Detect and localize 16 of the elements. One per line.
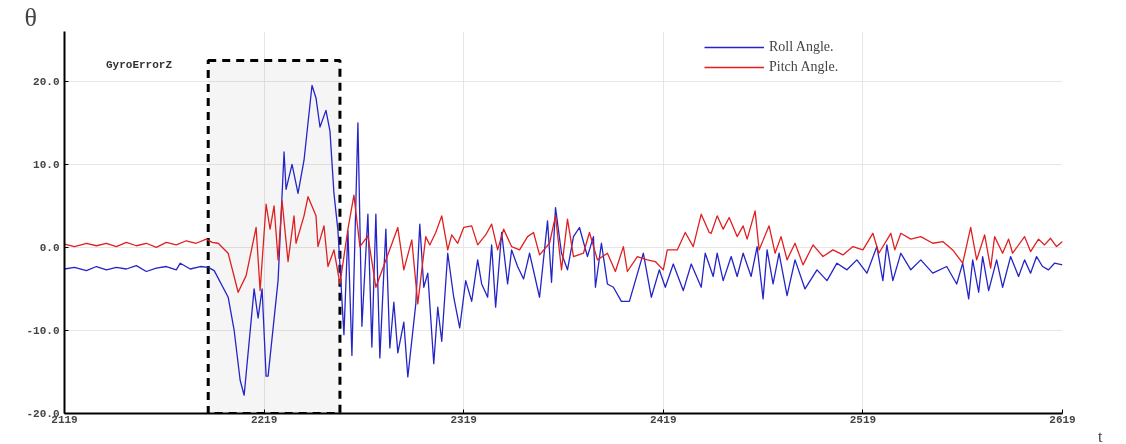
legend-label: Roll Angle. — [769, 39, 834, 55]
y-tick-label: 20.0 — [33, 75, 60, 88]
x-tick-label: 2419 — [650, 413, 677, 426]
x-tick-label: 2219 — [250, 413, 278, 426]
line-series — [64, 84, 1063, 396]
y-tick-label: 10.0 — [33, 158, 60, 171]
legend-label: Pitch Angle. — [769, 59, 839, 75]
line-series — [64, 194, 1063, 305]
annotation: GyroErrorZ — [106, 59, 173, 71]
x-tick-label: 2619 — [1049, 413, 1076, 426]
y-axis-title: θ — [24, 2, 37, 32]
x-tick-label: 2519 — [849, 413, 877, 426]
x-axis-title: t — [1098, 427, 1104, 444]
y-tick-label: -10.0 — [26, 324, 60, 337]
y-tick-label: 0.0 — [39, 241, 60, 254]
x-tick-label: 2319 — [450, 413, 477, 426]
